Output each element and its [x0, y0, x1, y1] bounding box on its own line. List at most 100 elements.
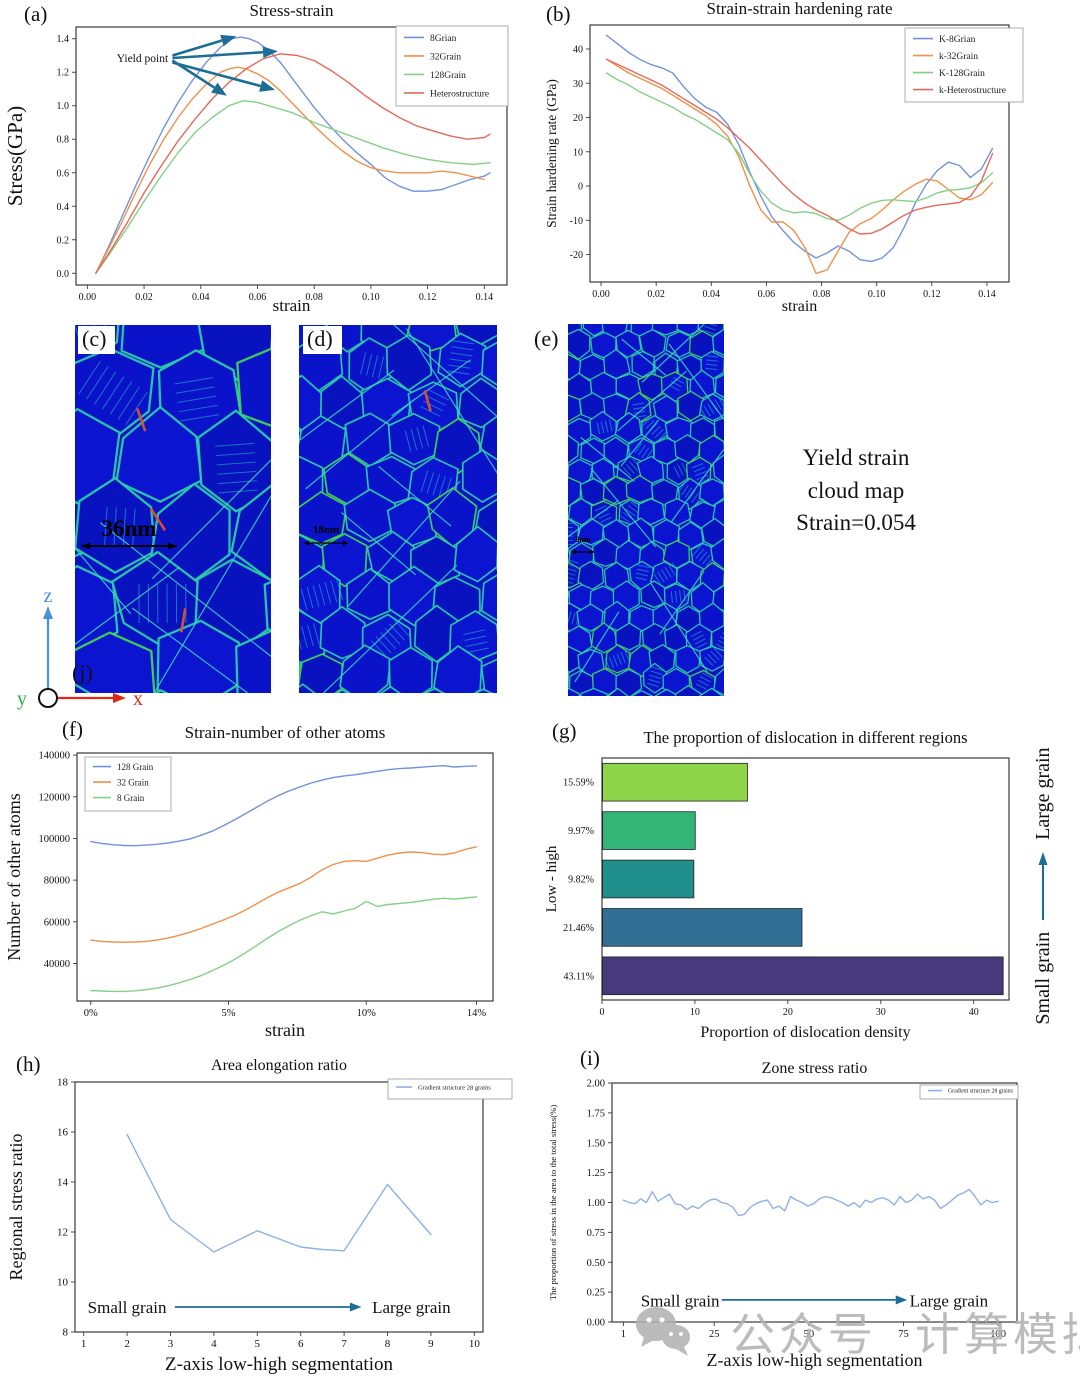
svg-text:Strain-strain hardening rate: Strain-strain hardening rate: [707, 0, 893, 18]
svg-text:Small grain: Small grain: [641, 1291, 720, 1310]
svg-text:18: 18: [57, 1077, 69, 1089]
svg-text:-20: -20: [570, 250, 583, 261]
scale-bar-label: 9nm: [575, 535, 591, 544]
svg-text:0.8: 0.8: [57, 135, 70, 146]
svg-text:0.02: 0.02: [647, 289, 665, 300]
svg-text:8: 8: [385, 1338, 391, 1350]
svg-text:The proportion of dislocation: The proportion of dislocation in differe…: [643, 728, 967, 747]
svg-text:5%: 5%: [222, 1008, 236, 1019]
svg-text:0.12: 0.12: [419, 292, 437, 303]
svg-text:80000: 80000: [44, 876, 70, 887]
svg-text:50: 50: [804, 1329, 815, 1340]
scale-bar: [304, 540, 348, 546]
grain-map-128grain: (e) 9nm: [530, 324, 724, 696]
svg-text:100000: 100000: [39, 834, 71, 845]
svg-text:1: 1: [621, 1329, 626, 1340]
panel-label-g: (g): [552, 719, 577, 743]
svg-text:Proportion of dislocation dens: Proportion of dislocation density: [700, 1024, 910, 1041]
svg-text:100: 100: [990, 1329, 1006, 1340]
svg-text:25: 25: [709, 1329, 720, 1340]
svg-text:21.46%: 21.46%: [563, 923, 594, 934]
svg-text:k-Heterostructure: k-Heterostructure: [939, 86, 1006, 96]
svg-text:1.75: 1.75: [587, 1108, 605, 1119]
atom-count-chart: 0% 5% 10% 14% 40000 60000 80000 100000 120000 140…: [4, 723, 494, 1040]
svg-text:Stress(GPa): Stress(GPa): [3, 106, 27, 206]
x-axis-label: x: [133, 688, 143, 710]
svg-text:30: 30: [573, 79, 583, 90]
svg-text:9.82%: 9.82%: [568, 875, 594, 886]
svg-text:0.10: 0.10: [868, 289, 886, 300]
svg-text:10: 10: [573, 147, 583, 158]
large-grain-label: Large grain: [1031, 747, 1054, 840]
svg-text:Large grain: Large grain: [910, 1291, 989, 1310]
svg-text:Gradient structure 28 grains: Gradient structure 28 grains: [948, 1089, 1014, 1095]
svg-text:0.02: 0.02: [135, 292, 153, 303]
svg-text:8: 8: [63, 1327, 69, 1339]
svg-text:0.6: 0.6: [57, 168, 70, 179]
svg-text:Heterostructure: Heterostructure: [430, 89, 489, 99]
svg-text:Strain-number of other atoms: Strain-number of other atoms: [185, 723, 386, 742]
svg-text:Strain hardening rate (GPa): Strain hardening rate (GPa): [544, 79, 559, 228]
svg-text:40: 40: [573, 44, 583, 55]
scale-bar: [571, 549, 595, 555]
svg-text:2.00: 2.00: [587, 1079, 605, 1090]
svg-text:0.25: 0.25: [587, 1288, 605, 1299]
panel-label-c: (c): [78, 326, 116, 355]
axis-triad: z y x: [17, 586, 143, 710]
svg-text:0.4: 0.4: [57, 202, 70, 213]
svg-text:8 Grain: 8 Grain: [117, 793, 145, 803]
svg-text:43.11%: 43.11%: [564, 971, 594, 982]
svg-text:Regional stress ratio: Regional stress ratio: [6, 1134, 26, 1281]
svg-text:Stress-strain: Stress-strain: [249, 1, 334, 20]
svg-text:0.00: 0.00: [79, 292, 97, 303]
y-axis-origin-icon: [38, 688, 58, 708]
x-axis-arrowhead: [113, 693, 126, 703]
svg-text:0.06: 0.06: [758, 289, 776, 300]
svg-text:strain: strain: [265, 1020, 305, 1040]
svg-text:0.06: 0.06: [249, 292, 267, 303]
svg-text:10%: 10%: [357, 1008, 377, 1019]
svg-text:0%: 0%: [84, 1008, 98, 1019]
dislocation-bar-chart: 0 10 20 30 40 15.59% 9.97% 9.82% 21.46% 43.11% The…: [544, 728, 1010, 1041]
scale-bar-label: 18nm: [312, 524, 340, 536]
svg-text:30: 30: [876, 1007, 886, 1018]
svg-text:10: 10: [469, 1338, 481, 1350]
svg-text:20: 20: [783, 1007, 793, 1018]
panel-label-f: (f): [62, 717, 83, 741]
svg-text:0.10: 0.10: [362, 292, 380, 303]
svg-text:15.59%: 15.59%: [563, 778, 594, 789]
svg-text:0.75: 0.75: [587, 1228, 605, 1239]
svg-text:0.50: 0.50: [587, 1258, 605, 1269]
svg-text:0.04: 0.04: [192, 292, 210, 303]
panel-label-e: (e): [530, 326, 568, 355]
svg-text:1.2: 1.2: [57, 68, 70, 79]
svg-text:Small grain: Small grain: [88, 1298, 167, 1317]
svg-text:1.25: 1.25: [587, 1168, 605, 1179]
svg-text:1.50: 1.50: [587, 1138, 605, 1149]
svg-text:128Grain: 128Grain: [430, 71, 466, 81]
svg-text:12: 12: [57, 1227, 68, 1239]
svg-text:0.08: 0.08: [305, 292, 323, 303]
grain-map-image: [75, 325, 271, 693]
svg-text:75: 75: [898, 1329, 909, 1340]
svg-text:0.12: 0.12: [923, 289, 941, 300]
yield-cloud-map-note: Yield strain cloud map Strain=0.054: [758, 442, 954, 540]
svg-text:9: 9: [428, 1338, 434, 1350]
svg-text:16: 16: [57, 1127, 69, 1139]
svg-text:Z-axis low-high segmentation: Z-axis low-high segmentation: [707, 1350, 923, 1370]
z-axis-label: z: [44, 586, 53, 607]
svg-text:Area elongation ratio: Area elongation ratio: [211, 1057, 347, 1074]
hardening-rate-chart: 0.00 0.02 0.04 0.06 0.08 0.10 0.12 0.14 -20 -10 0 1…: [544, 0, 1024, 315]
zone-stress-chart: 1 25 50 75 100 0.00 0.25 0.50 0.75 1.00 1.25 1.50 1.…: [548, 1060, 1019, 1370]
svg-text:5: 5: [255, 1338, 261, 1350]
svg-text:14: 14: [57, 1177, 69, 1189]
svg-text:32 Grain: 32 Grain: [117, 777, 149, 787]
svg-text:60000: 60000: [44, 917, 70, 928]
yield-note-line1: Yield strain: [802, 445, 910, 470]
svg-text:20: 20: [573, 113, 583, 124]
panel-label-a: (a): [24, 2, 48, 26]
svg-text:strain: strain: [782, 298, 818, 315]
svg-text:Zone stress ratio: Zone stress ratio: [762, 1060, 868, 1077]
